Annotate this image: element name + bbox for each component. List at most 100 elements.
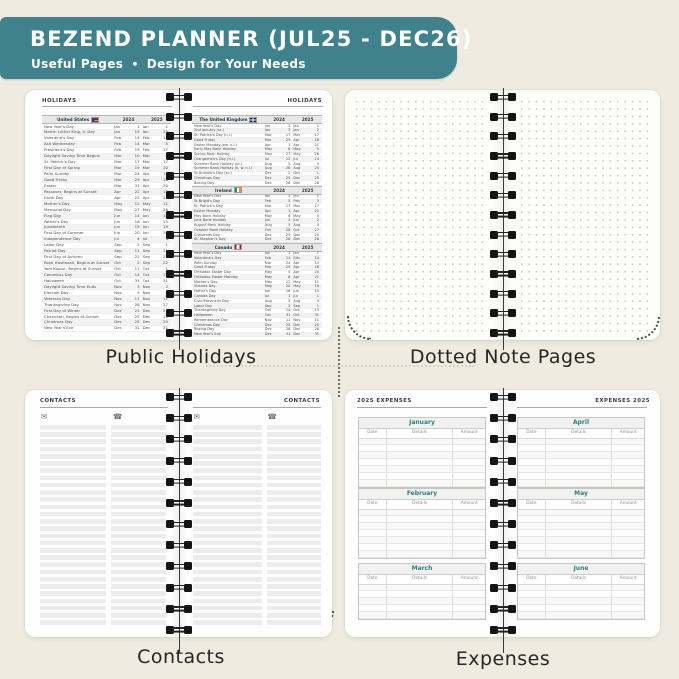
dot-grid <box>353 98 488 332</box>
column-header: Amount <box>460 501 478 506</box>
contact-line <box>192 533 262 539</box>
binding-coil <box>489 269 516 278</box>
country-header-row: United States 2024 2025 <box>42 115 171 124</box>
binding-coil <box>165 541 192 550</box>
column-header-row: Date Details Amount <box>518 429 644 439</box>
column-header: Details <box>387 429 454 438</box>
expense-row <box>518 445 644 453</box>
expense-row <box>359 472 485 480</box>
holiday-row: Orthodox Easter Day May 5 Apr 20 <box>192 270 322 276</box>
country-header-row: Canada 2024 2025 <box>192 242 322 252</box>
contact-line <box>266 519 321 524</box>
phone-icon: ☎ <box>113 412 123 421</box>
expense-row <box>359 523 485 531</box>
holiday-row: Labor Day Sep 2 Sep 1 <box>42 242 171 249</box>
column-header: Details <box>546 575 613 584</box>
expense-row <box>518 466 644 473</box>
holiday-row: June Bank Holiday Jun 3 Jun 2 <box>192 218 322 224</box>
ireland-flag-icon <box>233 187 242 194</box>
contact-line <box>266 511 321 517</box>
binding-coil <box>165 604 192 613</box>
dotted-notes-spread <box>345 88 660 350</box>
expense-row <box>518 523 644 531</box>
contact-line <box>111 511 166 517</box>
contact-line <box>192 519 262 524</box>
expense-row <box>359 530 485 538</box>
contact-line <box>266 533 321 539</box>
binding-coil <box>165 309 192 318</box>
holiday-row: Martin Luther King, Jr. Day Jan 15 Jan 20 <box>42 129 171 136</box>
holiday-row: August Bank Holiday Aug 5 Aug 4 <box>192 223 322 229</box>
contact-line <box>266 598 321 604</box>
contact-line <box>111 482 166 488</box>
contacts-spread: CONTACTS ✉ ☎ CONTACTS ✉ ☎ <box>25 388 332 653</box>
holidays-left-page: HOLIDAYS <box>25 90 179 340</box>
column-header: Date <box>518 500 546 509</box>
contact-line <box>111 439 166 445</box>
year-column-header: 2025 <box>301 117 314 122</box>
contact-line <box>266 540 321 546</box>
contact-line <box>40 598 106 604</box>
contacts-column <box>192 425 262 628</box>
holiday-row: Memorial Day May 27 May 26 <box>42 207 171 214</box>
contact-line <box>192 584 262 589</box>
holiday-row: Thanksgiving Day Nov 28 Nov 27 <box>42 302 171 309</box>
holiday-row: Good Friday Mar 29 Apr 18 <box>192 265 322 271</box>
envelope-icon: ✉ <box>193 412 200 421</box>
expense-row <box>518 530 644 538</box>
binding-coil <box>489 456 516 465</box>
holiday-row: St Brigid's Day Feb 5 Feb 3 <box>192 199 322 205</box>
contact-line <box>40 555 106 560</box>
binding-coil <box>489 393 516 401</box>
expense-row <box>518 584 644 592</box>
binding-coil <box>489 414 516 423</box>
holiday-row: Halloween Oct 31 Oct 31 <box>192 313 322 319</box>
expense-row <box>518 543 644 551</box>
column-header: Date <box>359 429 387 438</box>
holiday-row: Canada Day Jul 1 Jul 1 <box>192 294 322 300</box>
month-header: April <box>518 418 644 429</box>
binding-coil <box>165 132 192 141</box>
contact-line <box>266 432 321 437</box>
holiday-row: Orthodox Easter Monday May 6 Apr 21 <box>192 275 322 281</box>
country-name: The United Kingdom <box>192 116 265 123</box>
holiday-row: Father's Day Jun 16 Jun 15 <box>192 289 322 295</box>
holiday-row: October Bank Holiday Oct 28 Oct 27 <box>192 228 322 234</box>
expense-row <box>518 479 644 487</box>
binding-coil <box>489 604 516 613</box>
country-header-row: The United Kingdom 2024 2025 <box>192 115 322 124</box>
contact-line <box>111 576 166 582</box>
contact-line <box>266 504 321 510</box>
binding-coil <box>165 393 192 401</box>
contact-line <box>192 591 262 596</box>
binding-coil <box>489 309 516 318</box>
contact-line <box>40 439 106 445</box>
holiday-row: Thanksgiving Day Oct 14 Oct 13 <box>192 308 322 314</box>
left-page-rule <box>357 407 487 408</box>
contact-line <box>40 526 106 531</box>
contact-line <box>266 569 321 575</box>
binding-coil <box>165 191 192 200</box>
binding-coil <box>489 191 516 200</box>
contact-line <box>266 439 321 445</box>
holiday-row: New Year's Day Jan 1 Jan 1 <box>42 124 171 130</box>
holiday-row: Yom Kippur, Begins at Sunset Oct 11 Oct 1 <box>42 266 171 273</box>
binding-coil <box>489 520 516 529</box>
binding-coil <box>165 498 192 507</box>
left-page-rule <box>40 407 168 408</box>
spiral-binding <box>489 88 516 350</box>
expense-row <box>359 612 485 619</box>
expenses-right-page-title: EXPENSES 2025 <box>595 398 650 404</box>
binding-coil <box>165 435 192 444</box>
expenses-right-page: EXPENSES 2025 <box>502 390 661 637</box>
caption-expenses: Expenses <box>455 648 551 670</box>
binding-coil <box>165 289 192 298</box>
spiral-binding <box>489 388 516 653</box>
contact-line <box>111 432 166 437</box>
holiday-row: Easter Monday (ew. n.i.) Apr 1 Apr 21 <box>192 143 322 148</box>
binding-coil <box>165 520 192 529</box>
month-header: February <box>359 489 485 500</box>
contact-line <box>111 605 166 611</box>
expense-row <box>518 550 644 558</box>
contact-line <box>192 555 262 560</box>
